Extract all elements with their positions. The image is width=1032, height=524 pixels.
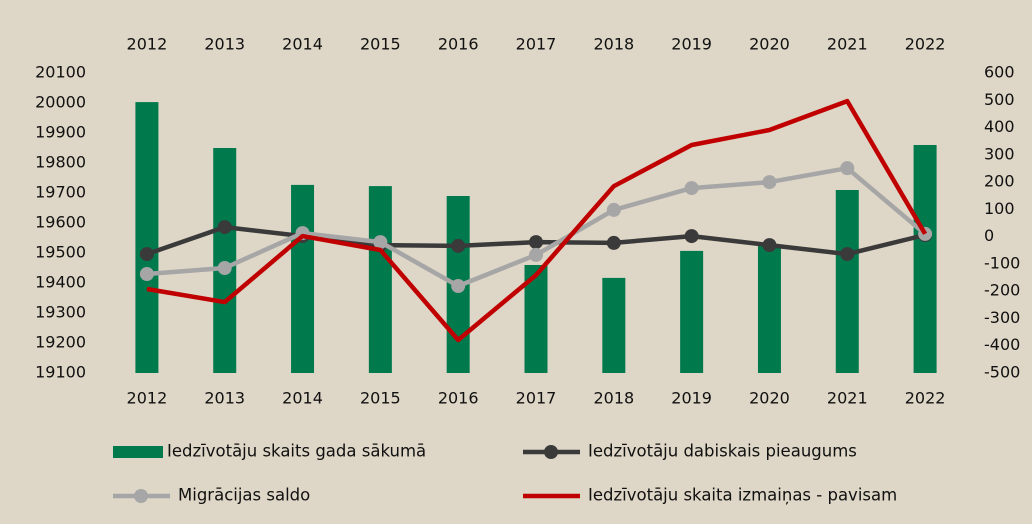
x-tick-label-top: 2017 [516, 35, 557, 54]
x-tick-label: 2020 [749, 389, 790, 408]
x-tick-label-top: 2015 [360, 35, 401, 54]
x-tick-label: 2012 [127, 389, 168, 408]
y2-tick-label: -400 [984, 335, 1020, 354]
y2-tick-label: 400 [984, 117, 1015, 136]
x-tick-label: 2018 [593, 389, 634, 408]
marker [451, 279, 466, 293]
x-tick-label: 2014 [282, 389, 323, 408]
x-tick-label: 2022 [905, 389, 946, 408]
x-tick-label-top: 2019 [671, 35, 712, 54]
y2-tick-label: 500 [984, 90, 1015, 109]
x-tick-label-top: 2014 [282, 35, 323, 54]
bar [368, 186, 392, 373]
y-tick-label: 19100 [35, 363, 86, 382]
y-tick-label: 20100 [35, 63, 86, 82]
x-tick-label-top: 2021 [827, 35, 868, 54]
legend-label: Iedzīvotāju skaita izmaiņas - pavisam [588, 486, 897, 505]
marker [840, 161, 855, 176]
bar [135, 102, 159, 373]
marker [606, 235, 621, 250]
marker [139, 267, 154, 281]
y-tick-label: 19800 [35, 153, 86, 172]
marker [840, 247, 855, 262]
y-tick-label: 19900 [35, 123, 86, 142]
y2-tick-label: 100 [984, 199, 1015, 218]
marker [529, 247, 543, 262]
marker [139, 247, 154, 262]
marker [529, 235, 543, 250]
y2-tick-label: -100 [984, 253, 1020, 272]
bar [213, 148, 237, 373]
bar [524, 265, 548, 373]
legend-marker [544, 445, 558, 459]
bar [835, 190, 859, 373]
bar [913, 145, 937, 373]
bar [757, 244, 781, 373]
y-tick-label: 19300 [35, 303, 86, 322]
x-tick-label: 2017 [516, 389, 557, 408]
bar [680, 250, 704, 373]
marker [606, 202, 621, 217]
y-tick-label: 19600 [35, 213, 86, 232]
y2-tick-label: -300 [984, 308, 1020, 327]
x-tick-label-top: 2020 [749, 35, 790, 54]
x-tick-label-top: 2016 [438, 35, 479, 54]
x-tick-label-top: 2018 [593, 35, 634, 54]
x-tick-label: 2019 [671, 389, 712, 408]
x-tick-label-top: 2022 [905, 35, 946, 54]
bar [291, 184, 315, 373]
marker [762, 175, 777, 190]
marker [217, 261, 232, 275]
legend-label: Iedzīvotāju skaits gada sākumā [167, 442, 426, 461]
y-tick-label: 19500 [35, 243, 86, 262]
legend-label: Migrācijas saldo [178, 486, 310, 505]
marker [684, 229, 699, 244]
marker [451, 238, 466, 253]
x-tick-label: 2015 [360, 389, 401, 408]
y-tick-label: 19400 [35, 273, 86, 292]
y-tick-label: 19700 [35, 183, 86, 202]
marker [217, 220, 232, 235]
legend-swatch [113, 446, 163, 458]
marker [684, 181, 699, 196]
x-tick-label-top: 2013 [204, 35, 245, 54]
marker [373, 235, 388, 250]
x-tick-label: 2013 [204, 389, 245, 408]
y2-tick-label: 600 [984, 63, 1015, 82]
y2-tick-label: -500 [984, 363, 1020, 382]
y2-tick-label: -200 [984, 281, 1020, 300]
bar [602, 277, 626, 373]
y-tick-label: 20000 [35, 93, 86, 112]
x-tick-label-top: 2012 [127, 35, 168, 54]
y2-tick-label: 200 [984, 172, 1015, 191]
x-tick-label: 2021 [827, 389, 868, 408]
y2-tick-label: 0 [984, 226, 994, 245]
x-tick-label: 2016 [438, 389, 479, 408]
y2-tick-label: 300 [984, 144, 1015, 163]
line [146, 98, 928, 343]
legend-label: Iedzīvotāju dabiskais pieaugums [588, 442, 857, 461]
legend-marker [134, 489, 148, 503]
y-tick-label: 19200 [35, 333, 86, 352]
marker [762, 238, 777, 253]
